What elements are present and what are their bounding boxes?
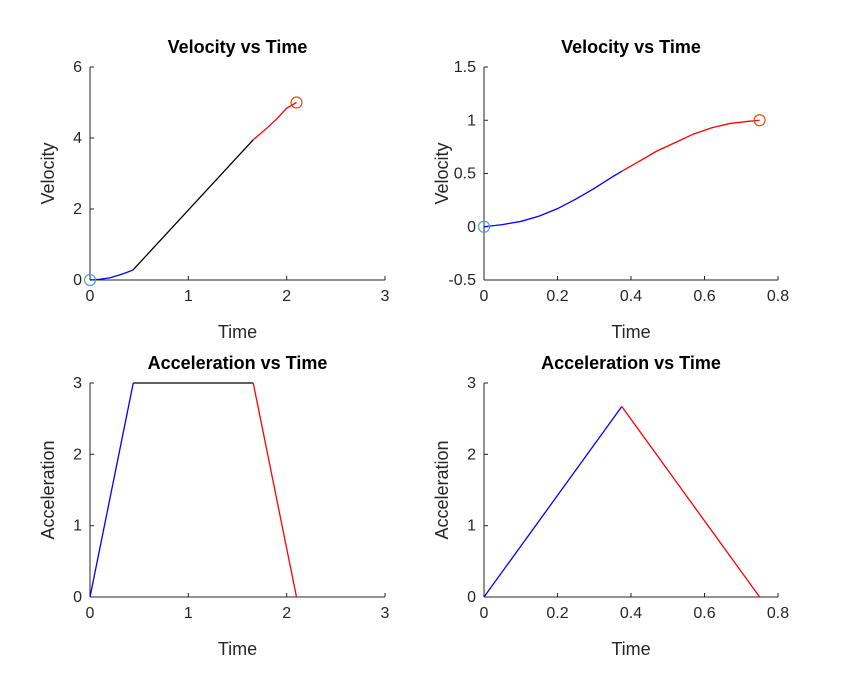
end-point-marker bbox=[290, 96, 303, 109]
y-tick-label: 0 bbox=[73, 272, 82, 289]
x-tick-label: 0 bbox=[480, 288, 489, 305]
chart-title: Acceleration vs Time bbox=[541, 353, 721, 373]
chart-title: Velocity vs Time bbox=[168, 37, 308, 57]
x-tick-label: 0.4 bbox=[620, 288, 642, 305]
start-point-marker bbox=[477, 220, 491, 233]
x-tick-label: 0.2 bbox=[546, 288, 568, 305]
y-tick-label: 2 bbox=[467, 446, 476, 463]
series-line-3 bbox=[252, 101, 297, 141]
series-line-1 bbox=[89, 382, 134, 598]
series-line-2 bbox=[132, 139, 254, 271]
start-point-marker bbox=[83, 273, 97, 287]
end-point-marker bbox=[753, 114, 766, 127]
series-line-1 bbox=[483, 170, 623, 228]
y-tick-label: 0 bbox=[73, 589, 82, 606]
series-line-3 bbox=[252, 382, 298, 598]
x-tick-label: 0.6 bbox=[693, 288, 715, 305]
chart-title: Acceleration vs Time bbox=[148, 353, 328, 373]
x-tick-label: 0.8 bbox=[767, 288, 789, 305]
y-tick-label: 6 bbox=[73, 59, 82, 76]
y-tick-label: 4 bbox=[73, 130, 82, 147]
y-tick-label: 0 bbox=[467, 589, 476, 606]
x-tick-label: 0 bbox=[480, 605, 489, 622]
x-tick-label: 0 bbox=[86, 288, 95, 305]
x-tick-label: 0.6 bbox=[693, 605, 715, 622]
y-tick-label: 3 bbox=[73, 375, 82, 392]
y-tick-label: 2 bbox=[73, 446, 82, 463]
y-tick-label: 1.5 bbox=[454, 59, 476, 76]
y-tick-label: 1 bbox=[467, 112, 476, 129]
series-line-2 bbox=[621, 119, 760, 172]
subplot-4: Acceleration vs Time 0 0.2 0.4 0.6 0.8 0 1 2 3 Tim… bbox=[432, 353, 789, 659]
x-tick-label: 3 bbox=[381, 288, 390, 305]
y-tick-label: 1 bbox=[467, 518, 476, 535]
x-axis-title: Time bbox=[218, 639, 257, 659]
subplot-3: Acceleration vs Time 0 1 2 3 0 1 2 3 Time Accelera… bbox=[38, 353, 390, 659]
x-tick-label: 0.4 bbox=[620, 605, 642, 622]
x-axis-title: Time bbox=[611, 639, 650, 659]
y-tick-label: 0 bbox=[467, 219, 476, 236]
series-line-2 bbox=[621, 406, 761, 598]
y-axis-title: Acceleration bbox=[432, 440, 452, 539]
x-axis-title: Time bbox=[611, 322, 650, 342]
x-axis-title: Time bbox=[218, 322, 257, 342]
y-tick-label: 0.5 bbox=[454, 166, 476, 183]
x-tick-label: 0.2 bbox=[546, 605, 568, 622]
chart-title: Velocity vs Time bbox=[561, 37, 701, 57]
subplot-1: Velocity vs Time 0 1 2 3 0 2 4 6 Time Velocity bbox=[38, 37, 390, 342]
x-tick-label: 1 bbox=[184, 288, 193, 305]
x-tick-label: 3 bbox=[381, 605, 390, 622]
x-tick-label: 0.8 bbox=[767, 605, 789, 622]
y-tick-label: 2 bbox=[73, 201, 82, 218]
y-axis-title: Velocity bbox=[432, 142, 452, 204]
y-tick-label: -0.5 bbox=[448, 272, 476, 289]
x-tick-label: 2 bbox=[282, 605, 291, 622]
series-line-1 bbox=[483, 406, 623, 598]
series-line-1 bbox=[89, 269, 134, 281]
x-tick-label: 1 bbox=[184, 605, 193, 622]
y-tick-label: 3 bbox=[467, 375, 476, 392]
y-axis-title: Acceleration bbox=[38, 440, 58, 539]
x-tick-label: 2 bbox=[282, 288, 291, 305]
y-axis-title: Velocity bbox=[38, 142, 58, 204]
y-tick-label: 1 bbox=[73, 518, 82, 535]
x-tick-label: 0 bbox=[86, 605, 95, 622]
